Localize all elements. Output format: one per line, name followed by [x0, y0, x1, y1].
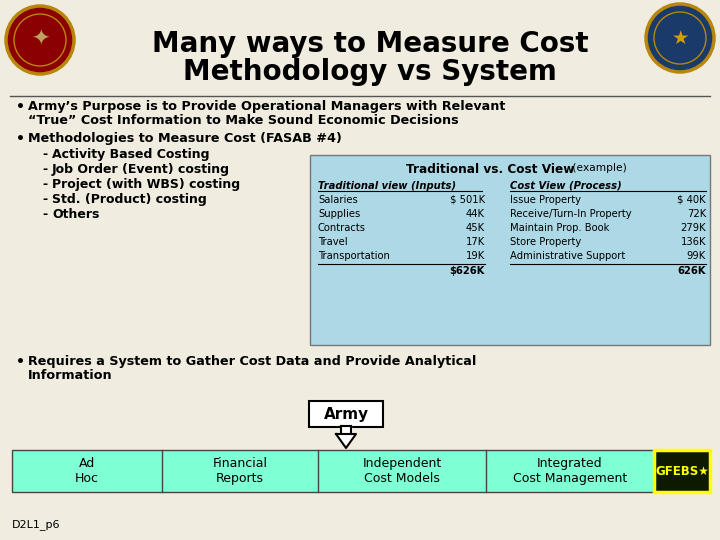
Text: 626K: 626K [678, 266, 706, 276]
Text: 19K: 19K [466, 251, 485, 261]
Text: 44K: 44K [466, 209, 485, 219]
Text: Project (with WBS) costing: Project (with WBS) costing [52, 178, 240, 191]
Text: D2L1_p6: D2L1_p6 [12, 519, 60, 530]
Text: ✦: ✦ [31, 30, 49, 50]
Text: ★: ★ [671, 29, 689, 48]
Text: 45K: 45K [466, 223, 485, 233]
FancyBboxPatch shape [12, 450, 654, 492]
Text: Activity Based Costing: Activity Based Costing [52, 148, 210, 161]
Text: Requires a System to Gather Cost Data and Provide Analytical: Requires a System to Gather Cost Data an… [28, 355, 477, 368]
Text: Contracts: Contracts [318, 223, 366, 233]
Text: Integrated
Cost Management: Integrated Cost Management [513, 457, 627, 485]
Text: -: - [42, 163, 47, 176]
Text: -: - [42, 148, 47, 161]
Text: Administrative Support: Administrative Support [510, 251, 625, 261]
Text: -: - [42, 178, 47, 191]
Text: 72K: 72K [687, 209, 706, 219]
Text: •: • [16, 355, 25, 369]
Text: Ad
Hoc: Ad Hoc [75, 457, 99, 485]
Text: $ 501K: $ 501K [450, 195, 485, 205]
Text: 136K: 136K [680, 237, 706, 247]
Text: Information: Information [28, 369, 112, 382]
Text: Salaries: Salaries [318, 195, 358, 205]
FancyBboxPatch shape [309, 401, 383, 427]
Text: Travel: Travel [318, 237, 348, 247]
Text: Std. (Product) costing: Std. (Product) costing [52, 193, 207, 206]
Text: Army’s Purpose is to Provide Operational Managers with Relevant: Army’s Purpose is to Provide Operational… [28, 100, 505, 113]
Text: Supplies: Supplies [318, 209, 360, 219]
Text: Receive/Turn-In Property: Receive/Turn-In Property [510, 209, 631, 219]
Text: 279K: 279K [680, 223, 706, 233]
Text: -: - [42, 193, 47, 206]
FancyBboxPatch shape [310, 155, 710, 345]
FancyBboxPatch shape [654, 450, 710, 492]
Polygon shape [336, 434, 356, 448]
Text: Methodologies to Measure Cost (FASAB #4): Methodologies to Measure Cost (FASAB #4) [28, 132, 342, 145]
Text: $626K: $626K [449, 266, 485, 276]
Text: 17K: 17K [466, 237, 485, 247]
Text: Job Order (Event) costing: Job Order (Event) costing [52, 163, 230, 176]
Text: Traditional view (Inputs): Traditional view (Inputs) [318, 181, 456, 191]
Text: Maintain Prop. Book: Maintain Prop. Book [510, 223, 609, 233]
Text: Financial
Reports: Financial Reports [212, 457, 268, 485]
Text: Others: Others [52, 208, 99, 221]
Text: Issue Property: Issue Property [510, 195, 581, 205]
Text: Methodology vs System: Methodology vs System [183, 58, 557, 86]
Polygon shape [654, 450, 696, 492]
Polygon shape [341, 426, 351, 434]
Text: Army: Army [323, 407, 369, 422]
Text: (example): (example) [569, 163, 627, 173]
Circle shape [646, 4, 714, 72]
Text: Traditional vs. Cost View: Traditional vs. Cost View [406, 163, 575, 176]
Text: •: • [16, 100, 25, 114]
Text: -: - [42, 208, 47, 221]
Text: “True” Cost Information to Make Sound Economic Decisions: “True” Cost Information to Make Sound Ec… [28, 114, 459, 127]
Text: Transportation: Transportation [318, 251, 390, 261]
Text: 99K: 99K [687, 251, 706, 261]
Text: Store Property: Store Property [510, 237, 581, 247]
Circle shape [6, 6, 74, 74]
Text: $ 40K: $ 40K [678, 195, 706, 205]
Text: Independent
Cost Models: Independent Cost Models [362, 457, 441, 485]
Text: Cost View (Process): Cost View (Process) [510, 181, 622, 191]
Text: GFEBS★: GFEBS★ [655, 464, 709, 477]
Text: •: • [16, 132, 25, 146]
Text: Many ways to Measure Cost: Many ways to Measure Cost [152, 30, 588, 58]
